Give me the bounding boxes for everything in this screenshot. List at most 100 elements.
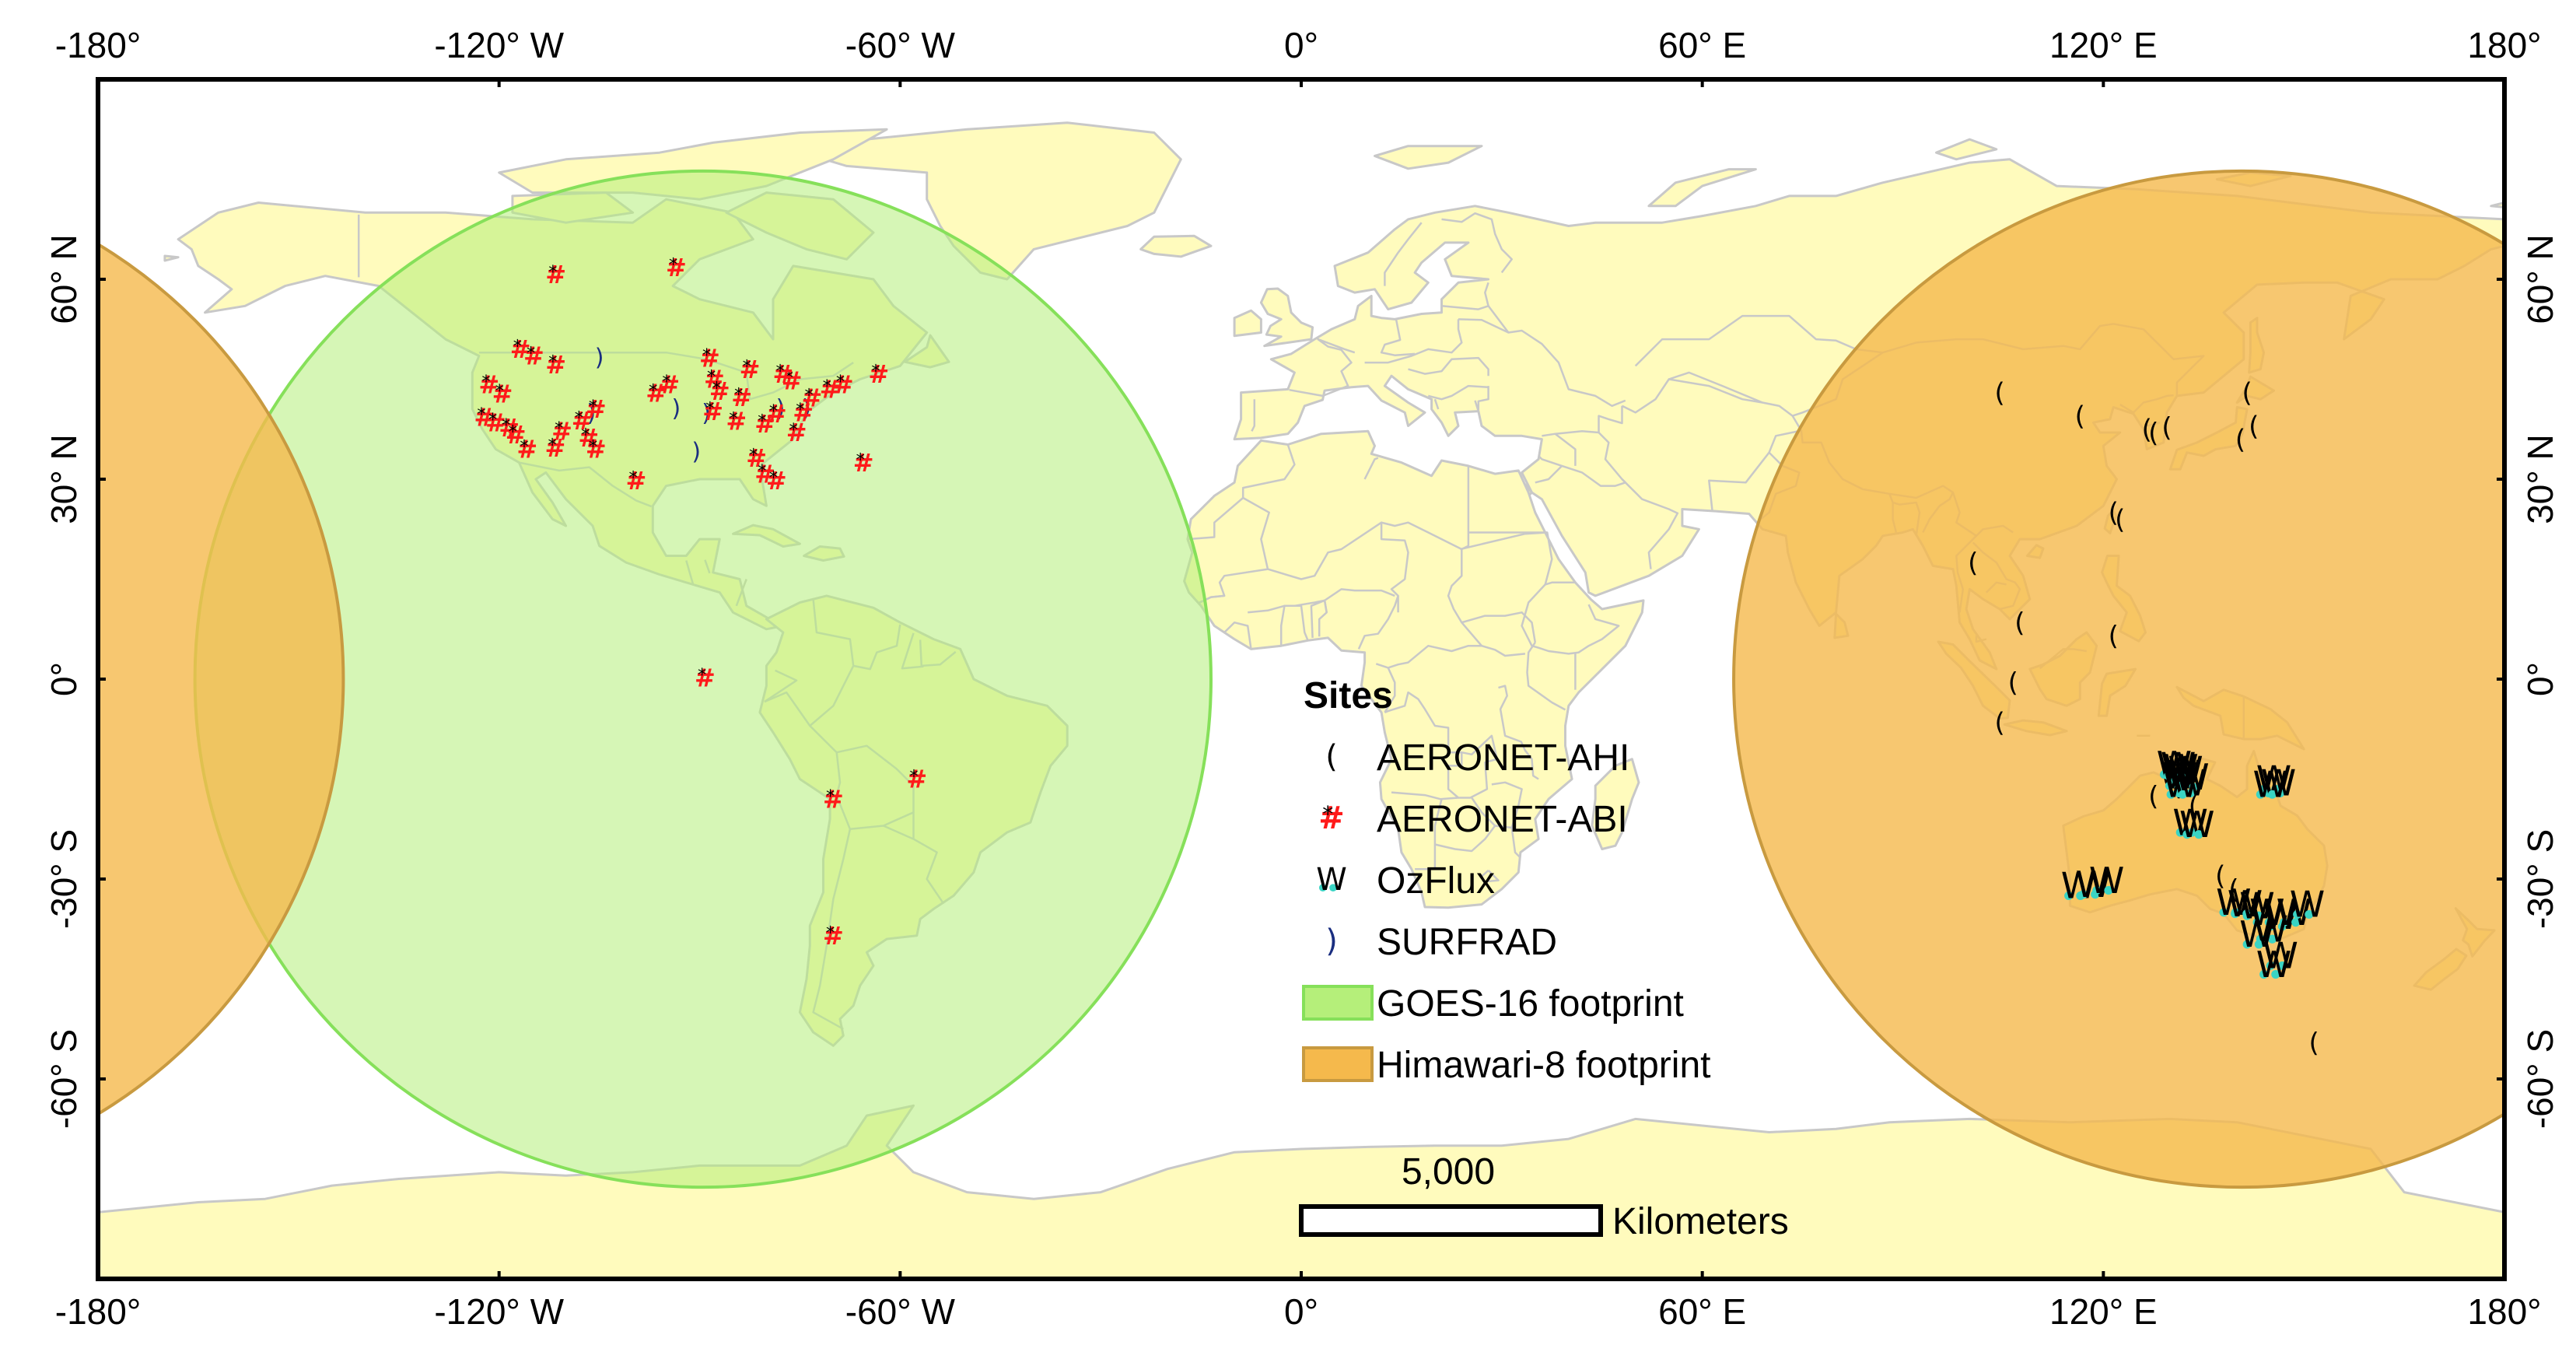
country-border [1363, 457, 1379, 480]
aeronet-abi-star: * [796, 400, 804, 420]
lat-label-left: 60° N [44, 234, 84, 324]
ozflux-dot [2175, 828, 2185, 837]
aeronet-abi-symbol: # [586, 394, 607, 424]
country-border [1480, 869, 1500, 883]
aeronet-ahi-marker: ( [2228, 874, 2238, 905]
legend-item-label: SURFRAD [1377, 922, 1557, 963]
ozflux-marker: W [2256, 944, 2291, 986]
aeronet-abi-marker: #* [823, 784, 844, 814]
ozflux-dot [2182, 830, 2192, 839]
ozflux-marker: W [2290, 884, 2325, 926]
aeronet-ahi-marker: ( [2235, 425, 2245, 456]
surfrad-symbol: ) [586, 400, 596, 427]
aeronet-abi-marker: #* [746, 443, 767, 473]
aeronet-ahi-symbol: ( [2148, 418, 2158, 449]
ozflux-dot [2252, 918, 2262, 927]
aeronet-abi-star: * [509, 422, 517, 442]
country-border [1384, 667, 1396, 713]
aeronet-abi-marker: #* [646, 379, 667, 408]
ozflux-dot [2254, 940, 2263, 949]
ozflux-dot [2194, 830, 2203, 839]
ozflux-marker: W [2061, 865, 2096, 907]
ozflux-dot [2166, 790, 2175, 799]
aeronet-abi-marker: #* [666, 253, 687, 282]
lat-label-right: 30° N [2520, 434, 2560, 524]
aeronet-abi-star: * [871, 361, 880, 381]
aeronet-abi-marker: #* [731, 383, 752, 412]
legend-item-label: GOES-16 footprint [1377, 983, 1684, 1025]
himawari-8-swatch [1302, 1046, 1374, 1082]
himawari-8-footprint-circle [1732, 170, 2504, 1189]
landmass-novaya-zemlya [1647, 168, 1757, 208]
aeronet-abi-marker: #* [523, 342, 544, 371]
country-border [1477, 386, 1489, 412]
country-border [1634, 314, 1883, 367]
aeronet-abi-star: * [775, 361, 784, 381]
legend-item-label: AERONET-AHI [1377, 737, 1629, 779]
aeronet-abi-symbol: # [726, 407, 747, 436]
landmass-severnaya [1935, 138, 1998, 161]
aeronet-abi-star: * [705, 398, 714, 419]
aeronet-abi-symbol: # [746, 443, 767, 473]
aeronet-abi-star: * [589, 436, 597, 457]
aeronet-abi-marker: #* [510, 334, 531, 364]
ozflux-marker: W [2239, 913, 2274, 955]
ozflux-dot [2178, 790, 2187, 799]
aeronet-abi-star: * [826, 923, 835, 944]
aeronet-abi-marker: #* [586, 394, 607, 424]
ozflux-marker: W [2263, 935, 2298, 977]
surfrad-marker: ) [586, 400, 596, 427]
lon-label-top: 0° [1284, 25, 1318, 65]
landmass-great-britain [1259, 287, 1314, 348]
site-markers: (((((((((((((((((((((()))))))WWWWWWWWWWW… [474, 253, 2325, 1059]
aeronet-abi-star: * [789, 420, 798, 440]
legend-item: (AERONET-AHI [1325, 737, 1629, 779]
surfrad-symbol: ) [595, 345, 604, 372]
aeronet-abi-star: * [1322, 801, 1333, 827]
aeronet-abi-marker: #* [801, 384, 822, 413]
aeronet-ahi-symbol: ( [2235, 425, 2245, 456]
aeronet-abi-marker: #* [868, 359, 889, 389]
ozflux-marker: W [2163, 764, 2198, 806]
aeronet-abi-symbol: # [510, 334, 531, 364]
country-border [1433, 398, 1440, 410]
surfrad-symbol: ) [1325, 923, 1338, 959]
ozflux-dot [2267, 934, 2277, 944]
aeronet-abi-marker: #* [754, 459, 775, 489]
country-border [1461, 611, 1537, 643]
ozflux-marker: W [2172, 762, 2207, 804]
aeronet-ahi-marker: ( [2215, 861, 2225, 892]
aeronet-abi-marker: #* [740, 355, 761, 384]
lat-label-right: 0° [2520, 662, 2560, 696]
ozflux-symbol: W [2061, 865, 2096, 907]
graticule-ticks [96, 79, 2506, 1279]
aeronet-abi-star: * [527, 343, 535, 363]
ozflux-symbol: W [2089, 860, 2124, 902]
ozflux-dot [2305, 909, 2314, 919]
aeronet-abi-marker: #* [726, 407, 747, 436]
aeronet-ahi-symbol: ( [1968, 548, 1978, 579]
aeronet-abi-symbol: # [572, 406, 593, 436]
surfrad-marker: ) [691, 439, 701, 466]
ozflux-dot [2266, 961, 2275, 970]
aeronet-ahi-symbol: ( [2161, 412, 2172, 443]
lon-label-top: 180° [2467, 25, 2541, 65]
aeronet-abi-marker: #* [485, 408, 506, 437]
ozflux-symbol: W [2256, 944, 2291, 986]
aeronet-abi-star: * [662, 372, 670, 392]
himawari-8-footprint-circle [98, 242, 345, 1116]
aeronet-abi-symbol: # [731, 383, 752, 412]
aeronet-ahi-marker: ( [2148, 418, 2158, 449]
aeronet-abi-marker: #* [702, 397, 723, 426]
country-border [1415, 825, 1437, 870]
aeronet-abi-star: * [548, 436, 556, 456]
aeronet-abi-symbol: # [545, 260, 566, 289]
aeronet-abi-symbol: # [823, 921, 844, 951]
lon-label-bottom: 120° E [2049, 1291, 2158, 1332]
surfrad-symbol: ) [691, 439, 701, 466]
country-border [1471, 781, 1523, 829]
aeronet-abi-marker: #* [625, 466, 646, 496]
aeronet-abi-marker: #* [793, 398, 814, 428]
lat-label-left: 30° N [44, 434, 84, 524]
aeronet-abi-icon: #* [1318, 800, 1345, 836]
